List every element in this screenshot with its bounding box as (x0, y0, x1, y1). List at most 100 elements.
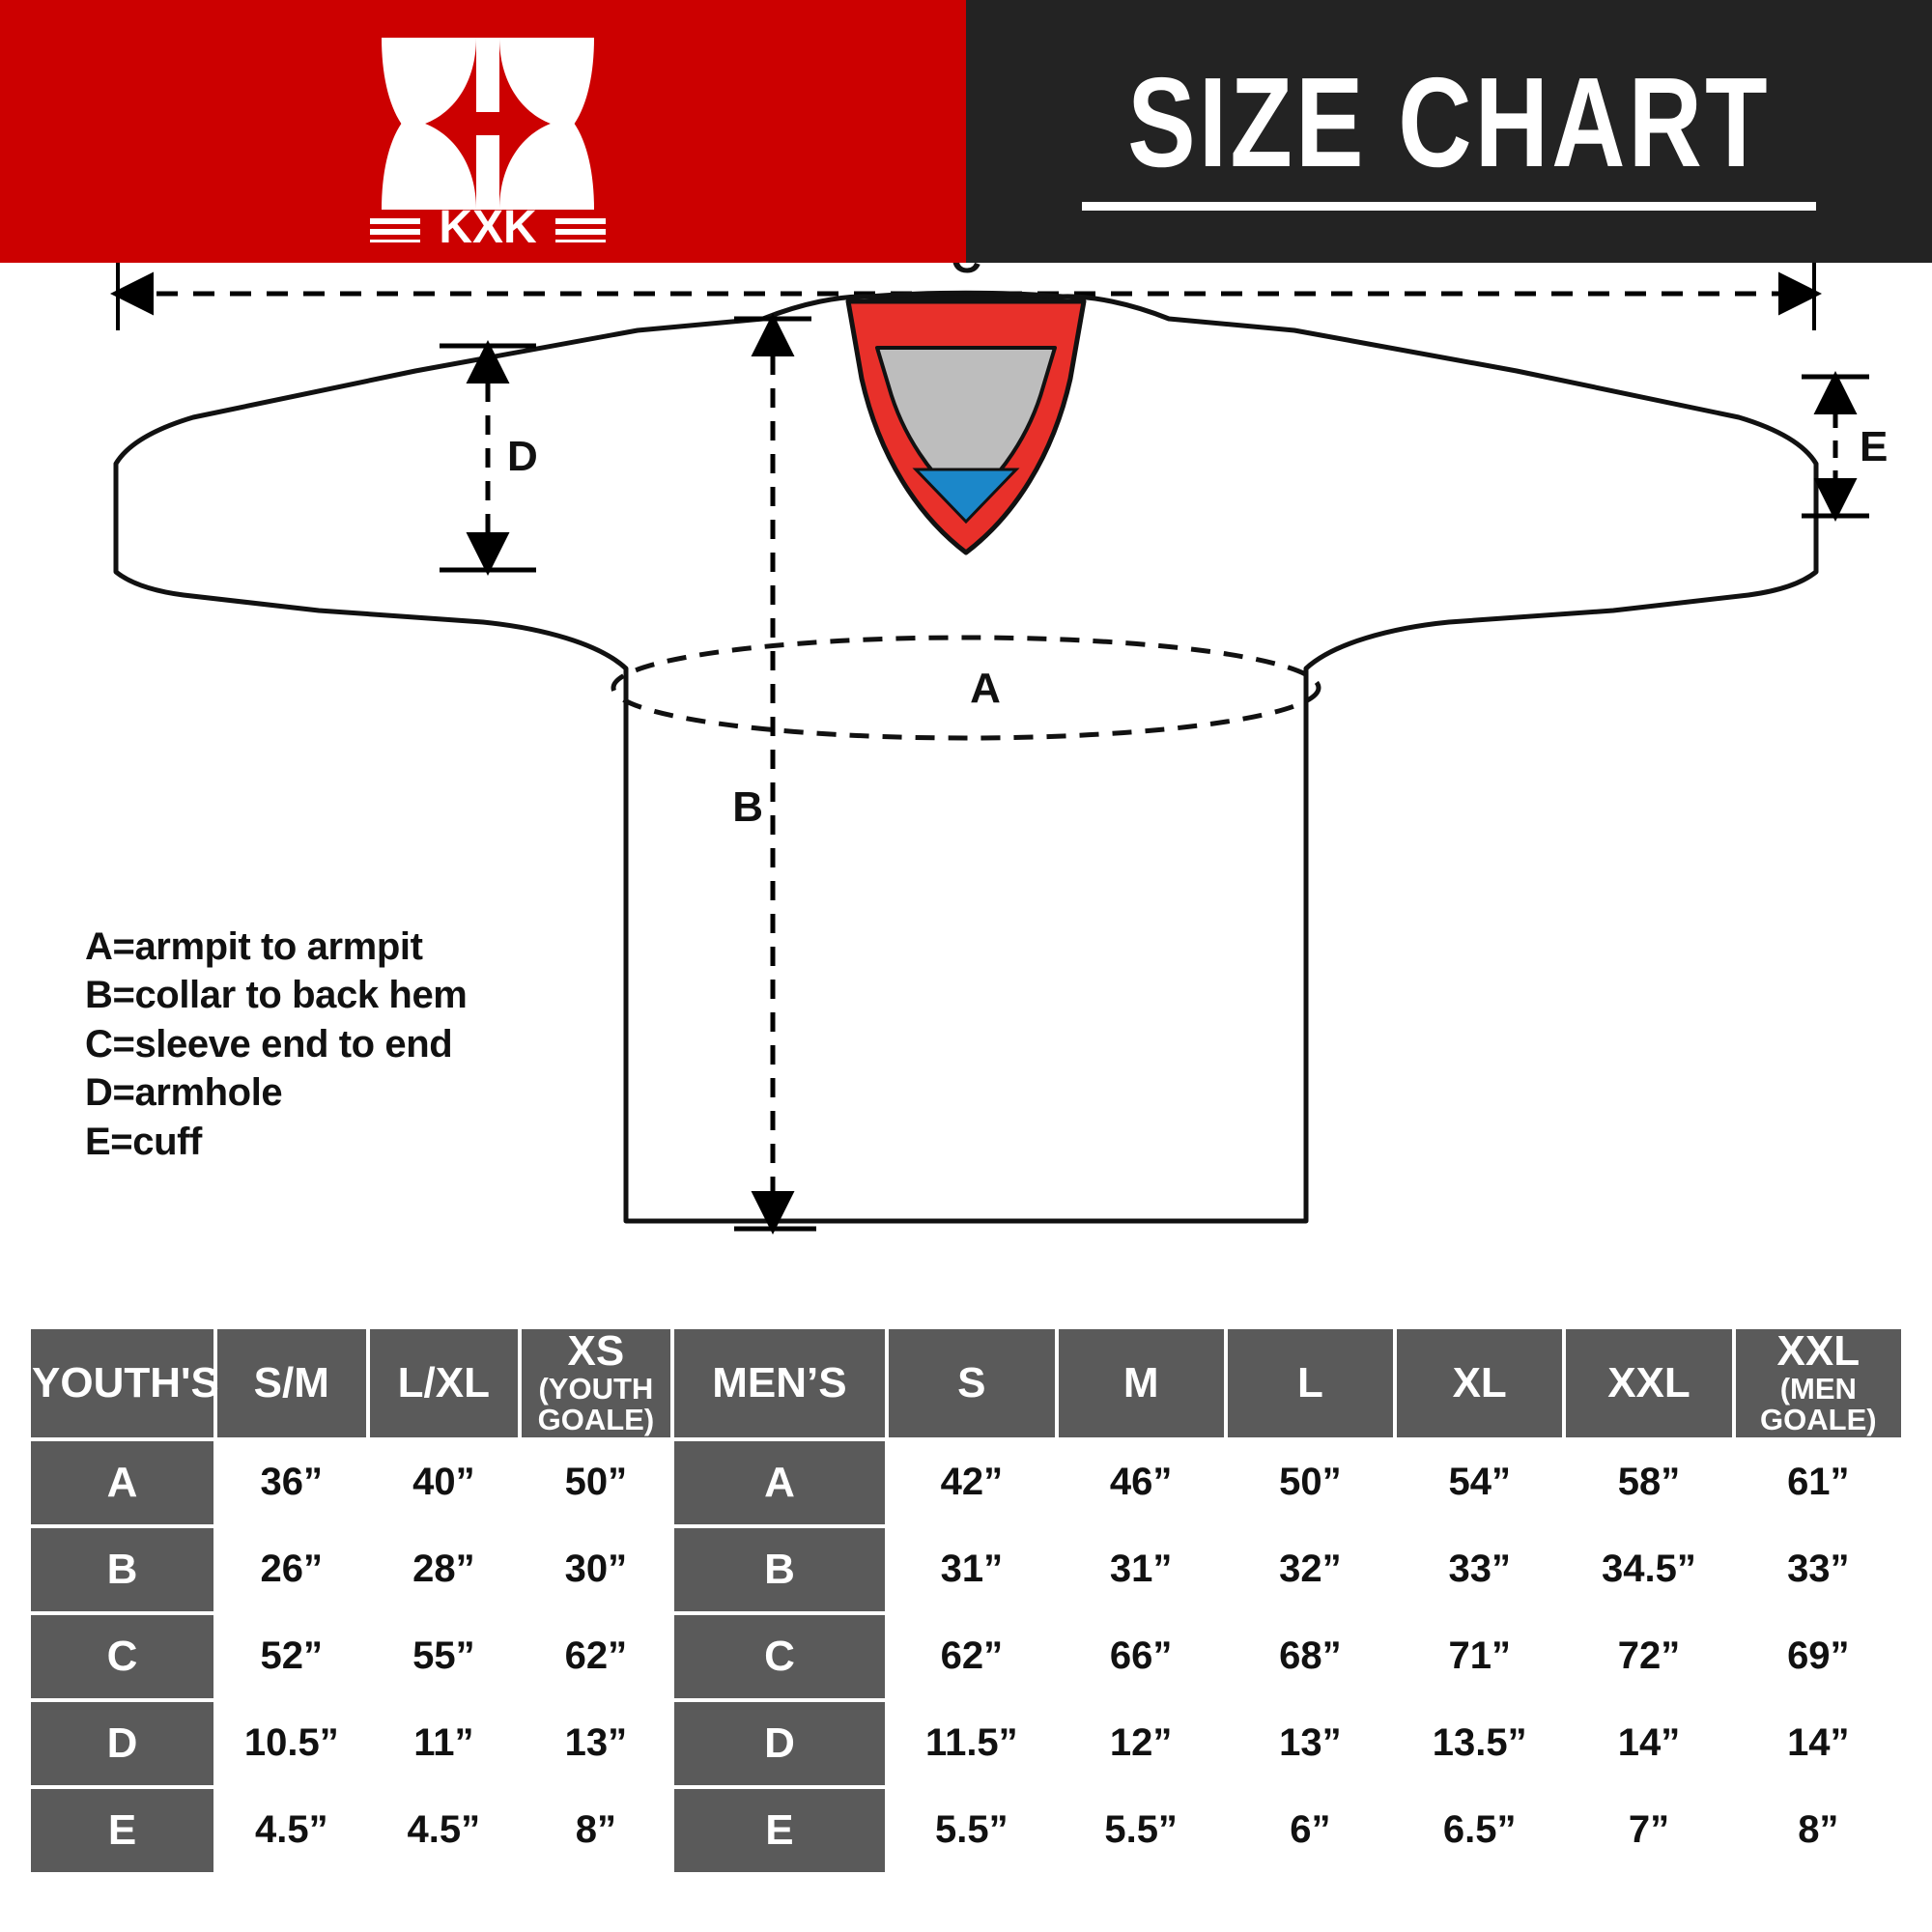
cell-mens-B-2: 31” (1058, 1527, 1224, 1611)
row-label-youth-B: B (31, 1527, 213, 1611)
header-mens-col-6: XXL (MEN GOALE) (1735, 1329, 1901, 1437)
header-youths: YOUTH'S (31, 1329, 219, 1437)
header-youth-col-2: L/XL (369, 1329, 519, 1437)
cell-youth-B-2: 28” (369, 1527, 519, 1611)
cell-mens-C-3: 68” (1227, 1614, 1394, 1698)
dimension-label-E: E (1860, 423, 1888, 470)
header-sublabel: (YOUTH GOALE) (537, 1371, 655, 1437)
header-mens: MEN’S (673, 1329, 886, 1437)
dimension-label-D: D (507, 433, 538, 480)
cell-youth-C-2: 55” (369, 1614, 519, 1698)
cell-mens-B-3: 32” (1227, 1527, 1394, 1611)
title-underline (1082, 201, 1816, 211)
cell-mens-A-3: 50” (1227, 1440, 1394, 1524)
header-mens-col-5: XXL (1566, 1329, 1732, 1437)
measurement-legend: A=armpit to armpit B=collar to back hem … (85, 923, 468, 1166)
dimension-label-C: C (951, 263, 981, 282)
header-mens-col-2: M (1058, 1329, 1224, 1437)
cell-youth-E-2: 4.5” (369, 1788, 519, 1872)
table-header-row: YOUTH'S S/M L/XL XS (YOUTH GOALE) MEN’S S M L XL X… (31, 1329, 1901, 1437)
row-label-mens-A: A (673, 1440, 886, 1524)
cell-mens-C-5: 72” (1566, 1614, 1732, 1698)
cell-mens-A-6: 61” (1735, 1440, 1901, 1524)
kxk-wordmark: KXK (439, 202, 537, 242)
dimension-line-D: D (440, 340, 538, 576)
cell-mens-C-1: 62” (889, 1614, 1055, 1698)
cell-mens-A-1: 42” (889, 1440, 1055, 1524)
cell-mens-E-2: 5.5” (1058, 1788, 1224, 1872)
legend-line-d: D=armhole (85, 1071, 283, 1115)
kxk-logo-icon: KXK (362, 20, 613, 253)
cell-mens-E-1: 5.5” (889, 1788, 1055, 1872)
cell-youth-A-3: 50” (522, 1440, 670, 1524)
row-label-youth-C: C (31, 1614, 213, 1698)
cell-mens-D-4: 13.5” (1397, 1701, 1563, 1785)
cell-mens-C-2: 66” (1058, 1614, 1224, 1698)
collar-blue-triangle (912, 468, 1020, 525)
cell-mens-B-6: 33” (1735, 1527, 1901, 1611)
title-panel: SIZE CHART (966, 0, 1932, 263)
header-sublabel: (MEN GOALE) (1760, 1371, 1877, 1437)
cell-mens-D-5: 14” (1566, 1701, 1732, 1785)
header-mens-col-4: XL (1397, 1329, 1563, 1437)
table-row: C 52” 55” 62” C 62” 66” 68” 71” 72” 69” (31, 1614, 1901, 1698)
cell-youth-B-1: 26” (217, 1527, 366, 1611)
row-label-mens-D: D (673, 1701, 886, 1785)
cell-mens-B-5: 34.5” (1566, 1527, 1732, 1611)
header-youth-col-3: XS (YOUTH GOALE) (522, 1329, 670, 1437)
header-banner: KXK SIZE CHART (0, 0, 1932, 263)
row-label-youth-A: A (31, 1440, 213, 1524)
cell-youth-C-3: 62” (522, 1614, 670, 1698)
dimension-label-A: A (970, 665, 1001, 712)
table-row: B 26” 28” 30” B 31” 31” 32” 33” 34.5” 33” (31, 1527, 1901, 1611)
cell-youth-A-2: 40” (369, 1440, 519, 1524)
header-youth-col-1: S/M (217, 1329, 366, 1437)
cell-mens-E-4: 6.5” (1397, 1788, 1563, 1872)
size-table-container: YOUTH'S S/M L/XL XS (YOUTH GOALE) MEN’S S M L XL X… (27, 1325, 1905, 1876)
cell-mens-B-1: 31” (889, 1527, 1055, 1611)
cell-mens-C-6: 69” (1735, 1614, 1901, 1698)
row-label-youth-D: D (31, 1701, 213, 1785)
dimension-line-E: E (1802, 371, 1888, 522)
cell-mens-D-2: 12” (1058, 1701, 1224, 1785)
brand-panel: KXK (0, 0, 966, 263)
jersey-diagram: C D (0, 263, 1932, 1314)
row-label-youth-E: E (31, 1788, 213, 1872)
cell-youth-A-1: 36” (217, 1440, 366, 1524)
row-label-mens-B: B (673, 1527, 886, 1611)
table-row: D 10.5” 11” 13” D 11.5” 12” 13” 13.5” 14” 14” (31, 1701, 1901, 1785)
dimension-line-A: A (611, 635, 1321, 741)
cell-youth-D-1: 10.5” (217, 1701, 366, 1785)
cell-youth-C-1: 52” (217, 1614, 366, 1698)
jersey-collar (845, 298, 1087, 555)
legend-line-e: E=cuff (85, 1120, 202, 1163)
cell-mens-E-5: 7” (1566, 1788, 1732, 1872)
cell-youth-E-1: 4.5” (217, 1788, 366, 1872)
dimension-line-B: B (732, 313, 816, 1235)
cell-mens-A-4: 54” (1397, 1440, 1563, 1524)
dimension-label-B: B (732, 783, 763, 831)
cell-mens-D-3: 13” (1227, 1701, 1394, 1785)
cell-mens-D-1: 11.5” (889, 1701, 1055, 1785)
cell-mens-B-4: 33” (1397, 1527, 1563, 1611)
size-table: YOUTH'S S/M L/XL XS (YOUTH GOALE) MEN’S S M L XL X… (27, 1325, 1905, 1876)
cell-mens-C-4: 71” (1397, 1614, 1563, 1698)
table-row: A 36” 40” 50” A 42” 46” 50” 54” 58” 61” (31, 1440, 1901, 1524)
cell-mens-D-6: 14” (1735, 1701, 1901, 1785)
jersey-outline (113, 290, 1819, 1224)
cell-mens-E-3: 6” (1227, 1788, 1394, 1872)
row-label-mens-E: E (673, 1788, 886, 1872)
header-mens-col-1: S (889, 1329, 1055, 1437)
cell-youth-E-3: 8” (522, 1788, 670, 1872)
cell-youth-B-3: 30” (522, 1527, 670, 1611)
table-row: E 4.5” 4.5” 8” E 5.5” 5.5” 6” 6.5” 7” 8” (31, 1788, 1901, 1872)
header-mens-col-3: L (1227, 1329, 1394, 1437)
cell-youth-D-2: 11” (369, 1701, 519, 1785)
page-title: SIZE CHART (1127, 50, 1771, 193)
legend-line-b: B=collar to back hem (85, 974, 468, 1017)
cell-youth-D-3: 13” (522, 1701, 670, 1785)
cell-mens-A-5: 58” (1566, 1440, 1732, 1524)
row-label-mens-C: C (673, 1614, 886, 1698)
cell-mens-E-6: 8” (1735, 1788, 1901, 1872)
